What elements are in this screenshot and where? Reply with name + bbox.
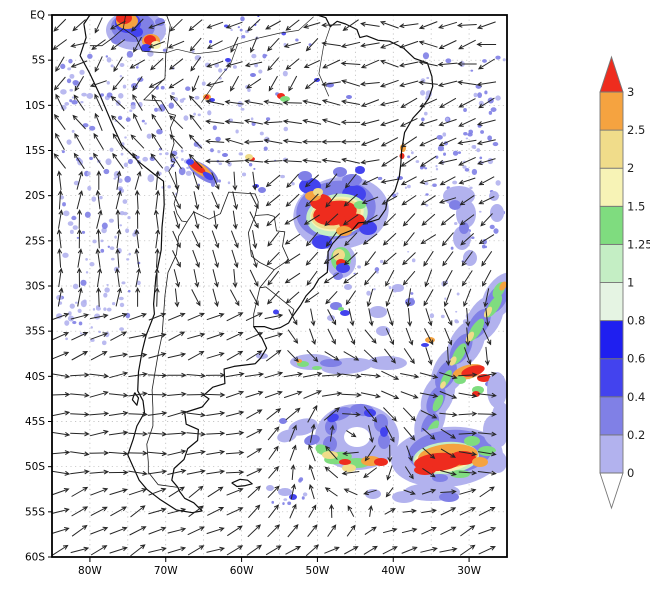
colorbar-tick-label: 0.2 (627, 428, 645, 442)
lon-tick-label: 80W (78, 565, 102, 577)
lon-tick-label: 30W (457, 565, 481, 577)
colorbar-tick-label: 1 (627, 276, 634, 290)
lat-tick-label: 25S (25, 235, 45, 247)
lat-tick-label: 35S (25, 326, 45, 338)
colorbar-under-arrow (599, 472, 624, 510)
lat-tick-label: 40S (25, 371, 45, 383)
lat-tick-label: 10S (25, 100, 45, 112)
lat-tick-label: 20S (25, 190, 45, 202)
lat-tick-labels: EQ 5S 10S 15S 20S 25S 30S 35S 40S 45S 50S 55S 60S (25, 10, 52, 564)
colorbar-tick-label: 0 (627, 466, 634, 480)
colorbar (599, 55, 624, 510)
colorbar-over-arrow (599, 55, 624, 93)
colorbar-tick-label: 0.6 (627, 352, 645, 366)
lon-tick-label: 40W (381, 565, 405, 577)
coastline-layer (79, 15, 434, 514)
colorbar-labels: 0 0.2 0.4 0.6 0.8 1 1.25 1.5 2 2.5 3 (627, 85, 650, 480)
lat-tick-label: EQ (30, 10, 45, 22)
lat-tick-label: 30S (25, 281, 45, 293)
lat-tick-label: 5S (32, 55, 46, 67)
colorbar-tick-label: 2.5 (627, 123, 645, 137)
colorbar-tick-label: 0.8 (627, 314, 645, 328)
colorbar-tick-label: 2 (627, 161, 634, 175)
wind-arrow-layer (52, 17, 497, 557)
lat-tick-label: 45S (25, 416, 45, 428)
lon-tick-label: 60W (230, 565, 254, 577)
lon-tick-label: 50W (306, 565, 330, 577)
lat-tick-label: 55S (25, 506, 45, 518)
colorbar-tick-label: 1.25 (627, 237, 650, 251)
colorbar-tick-label: 3 (627, 85, 634, 99)
lon-tick-labels: 80W 70W 60W 50W 40W 30W (78, 557, 482, 577)
country-borders-layer (89, 15, 295, 488)
lon-tick-label: 70W (154, 565, 178, 577)
colorbar-tick-label: 1.5 (627, 199, 645, 213)
lat-tick-label: 60S (25, 552, 45, 564)
lat-tick-label: 15S (25, 145, 45, 157)
colorbar-tick-label: 0.4 (627, 390, 645, 404)
lat-tick-label: 50S (25, 461, 45, 473)
